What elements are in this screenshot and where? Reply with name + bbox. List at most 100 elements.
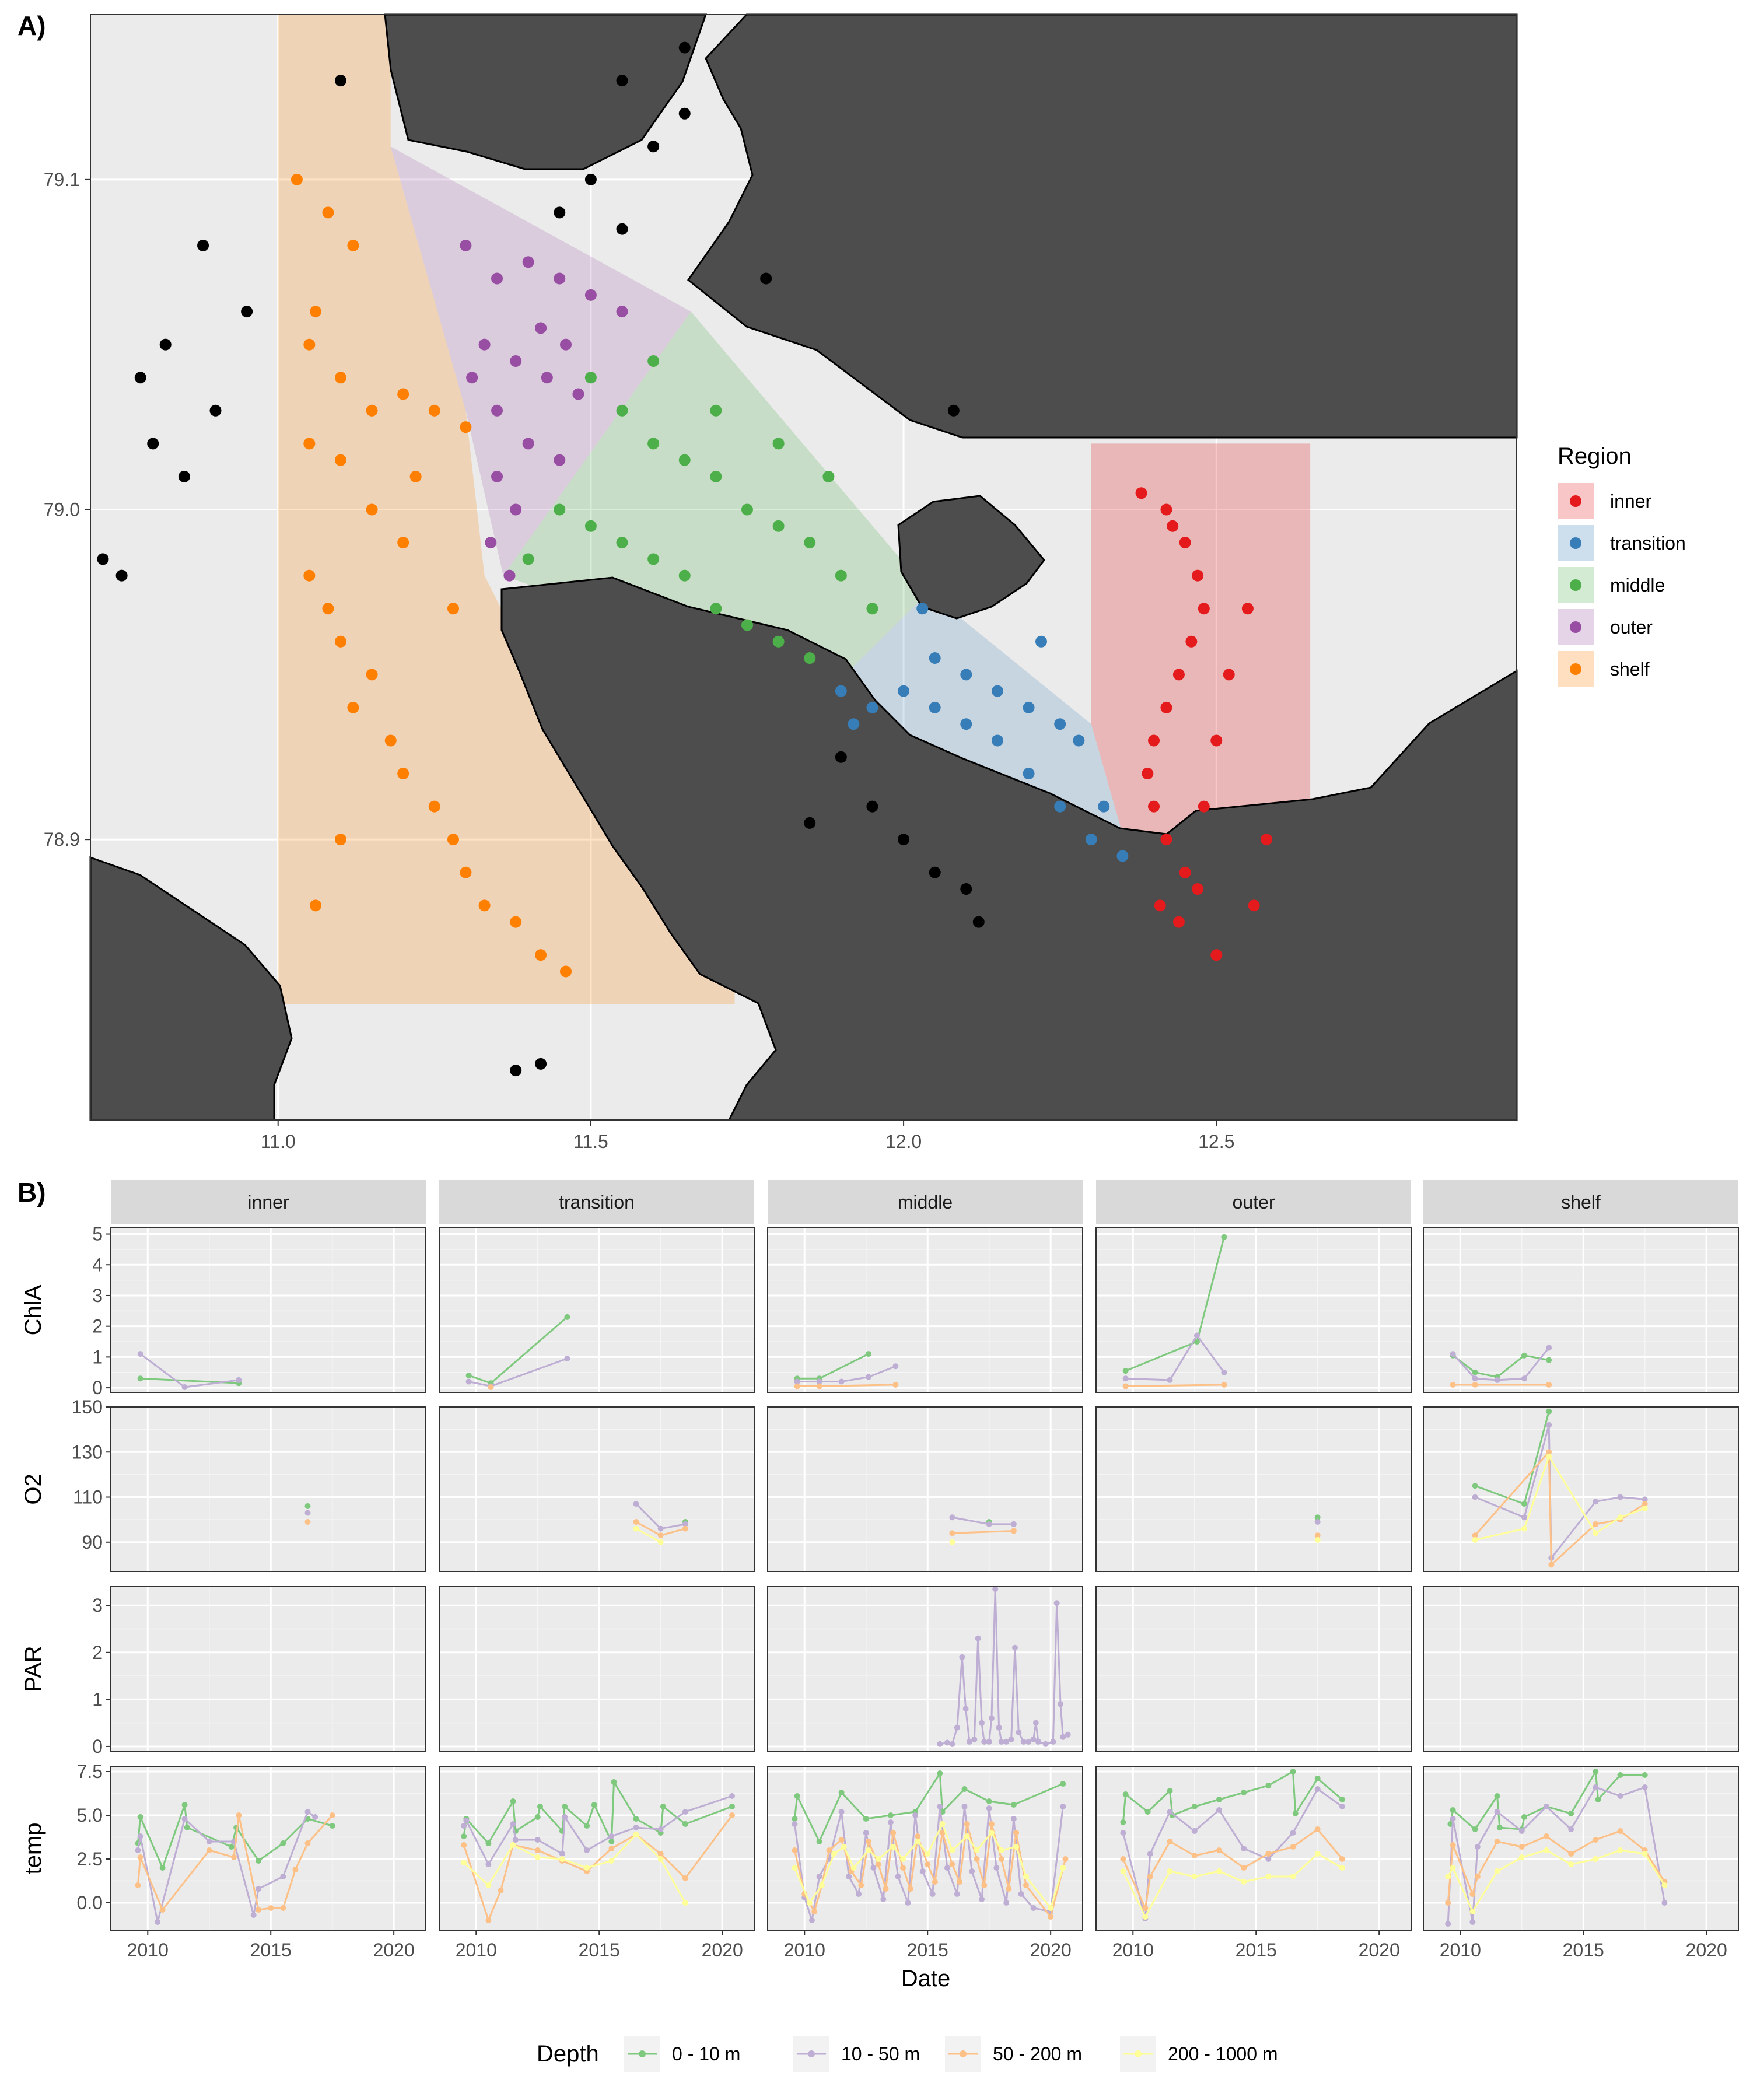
map-point-unassigned-4 (97, 553, 109, 565)
facet-point-temp-shelf-10-50--0 (1445, 1921, 1451, 1927)
facet-point-temp-middle-200-1000--5 (850, 1865, 857, 1871)
map-point-shelf-6 (303, 438, 316, 450)
facet-point-temp-outer-50-200--1 (1142, 1905, 1149, 1911)
facet-point-ChlA-shelf-10-50--0 (1450, 1351, 1456, 1357)
y-tick-label-ChlA-0: 0 (92, 1377, 103, 1398)
facet-point-O2-transition-50-200--2 (682, 1525, 688, 1532)
land-north (687, 13, 1518, 439)
facet-point-temp-middle-50-200--9 (875, 1861, 881, 1867)
strip-shelf (1423, 1180, 1738, 1224)
facet-point-temp-outer-10-50--3 (1167, 1809, 1173, 1815)
facet-point-temp-middle-200-1000--12 (939, 1821, 946, 1827)
facet-point-temp-transition-200-1000--1 (485, 1882, 492, 1888)
facet-point-temp-middle-10-50--3 (816, 1874, 822, 1880)
map-point-middle-19 (522, 553, 534, 565)
facet-point-temp-shelf-0-10--9 (1592, 1769, 1599, 1774)
facet-series-ChlA-shelf-10-50- (1450, 1345, 1552, 1383)
map-x-tick-label-2: 12.0 (886, 1131, 922, 1152)
facet-point-ChlA-inner-0-10--0 (137, 1376, 144, 1382)
facet-point-temp-middle-0-10--1 (794, 1793, 800, 1799)
map-point-inner-11 (1160, 834, 1172, 846)
facet-point-temp-middle-200-1000--4 (841, 1844, 847, 1850)
facet-point-temp-transition-0-10--11 (608, 1839, 615, 1845)
facet-point-temp-shelf-10-50--9 (1617, 1793, 1623, 1799)
facet-point-temp-middle-50-200--17 (939, 1830, 946, 1836)
map-point-shelf-18 (447, 834, 459, 846)
map-point-transition-16 (1035, 635, 1047, 648)
depth-legend-label-10-50-: 10 - 50 m (841, 2043, 920, 2064)
map-point-shelf-20 (478, 900, 491, 912)
facet-point-temp-transition-10-50--10 (633, 1825, 639, 1831)
facet-point-temp-middle-200-1000--16 (988, 1830, 995, 1836)
facet-point-temp-transition-0-10--17 (729, 1804, 736, 1810)
facet-point-temp-middle-200-1000--14 (964, 1833, 970, 1839)
facet-point-ChlA-transition-0-10--2 (564, 1314, 570, 1320)
facet-point-temp-inner-50-200--2 (159, 1907, 166, 1913)
facet-line-temp-middle-200-1000- (794, 1822, 1064, 1910)
facet-point-temp-shelf-10-50--2 (1469, 1919, 1476, 1925)
facet-point-ChlA-shelf-0-10--3 (1521, 1352, 1527, 1359)
facet-point-temp-outer-200-1000--6 (1265, 1874, 1272, 1880)
facet-border-PAR-inner (110, 1586, 426, 1752)
depth-legend-title: Depth (537, 2041, 599, 2067)
facet-point-temp-transition-0-10--10 (591, 1802, 597, 1808)
map-point-transition-6 (1023, 768, 1035, 780)
map-point-outer-12 (554, 454, 566, 466)
map-point-middle-23 (822, 470, 835, 482)
facet-series-temp-middle-200-1000- (792, 1821, 1066, 1911)
land-northwest (384, 13, 708, 170)
x-tick-label-shelf-2: 2020 (1686, 1940, 1727, 1961)
facet-point-O2-shelf-10-50--4 (1592, 1499, 1599, 1505)
map-point-inner-2 (1179, 537, 1191, 549)
facet-point-O2-outer-50-200--0 (1314, 1532, 1321, 1539)
facet-point-temp-inner-10-50--6 (250, 1912, 257, 1918)
map-point-shelf-0 (303, 338, 316, 351)
x-axis-title: Date (901, 1966, 951, 1992)
facet-point-temp-middle-10-50--15 (919, 1868, 926, 1874)
map-point-transition-18 (1098, 800, 1110, 813)
facet-point-ChlA-middle-50-200--2 (892, 1381, 899, 1388)
map-point-outer-5 (616, 306, 628, 318)
facet-point-temp-shelf-10-50--8 (1592, 1784, 1599, 1790)
facet-bg-PAR-outer (1096, 1587, 1411, 1751)
map-point-shelf-10 (303, 569, 316, 582)
facet-point-temp-outer-50-200--0 (1120, 1856, 1126, 1862)
map-point-transition-19 (848, 718, 860, 730)
strip-label-inner: inner (247, 1192, 289, 1213)
facet-point-temp-middle-0-10--12 (1060, 1781, 1066, 1787)
facet-bg-ChlA-middle (768, 1228, 1083, 1392)
map-point-middle-20 (648, 355, 660, 367)
map-point-shelf-27 (310, 306, 322, 318)
facet-point-temp-transition-50-200--11 (729, 1812, 736, 1818)
facet-point-temp-inner-50-200--3 (206, 1847, 212, 1853)
map-point-middle-0 (584, 372, 597, 384)
map-point-transition-5 (991, 734, 1003, 747)
facet-point-O2-shelf-50-200--3 (1592, 1521, 1599, 1527)
facet-O2-transition (439, 1406, 755, 1572)
facet-point-O2-shelf-50-200--5 (1642, 1501, 1648, 1507)
region-legend-dot-shelf (1570, 663, 1581, 675)
facet-point-O2-shelf-200-1000--2 (1546, 1453, 1552, 1460)
facet-point-O2-inner-50-200--0 (304, 1519, 311, 1525)
facet-series-ChlA-outer-50-200- (1122, 1381, 1227, 1390)
map-panel: 11.0 11.5 12.0 12.5 78.9 79.0 79.1 (44, 13, 1518, 1152)
map-point-inner-13 (1192, 883, 1204, 895)
facet-point-PAR-middle-10-50--10 (981, 1738, 988, 1745)
map-point-unassigned-20 (960, 883, 972, 895)
map-y-tick-label-1: 79.0 (44, 499, 80, 520)
panel-label-b: B) (18, 1177, 46, 1208)
map-point-middle-7 (804, 537, 816, 549)
facet-line-O2-shelf-200-1000- (1475, 1454, 1646, 1541)
map-point-unassigned-3 (209, 404, 222, 416)
map-point-unassigned-5 (116, 569, 128, 582)
facet-point-temp-middle-50-200--19 (957, 1879, 963, 1885)
map-point-middle-22 (772, 438, 785, 450)
facet-point-PAR-middle-10-50--20 (1020, 1738, 1027, 1745)
facet-point-PAR-middle-10-50--30 (1065, 1731, 1071, 1738)
map-point-transition-8 (1085, 834, 1097, 846)
facet-point-ChlA-middle-10-50--2 (838, 1378, 845, 1385)
map-point-transition-3 (929, 701, 941, 713)
facet-point-ChlA-shelf-0-10--1 (1472, 1369, 1478, 1376)
map-point-middle-14 (678, 569, 691, 582)
facet-point-ChlA-middle-10-50--0 (794, 1378, 800, 1385)
